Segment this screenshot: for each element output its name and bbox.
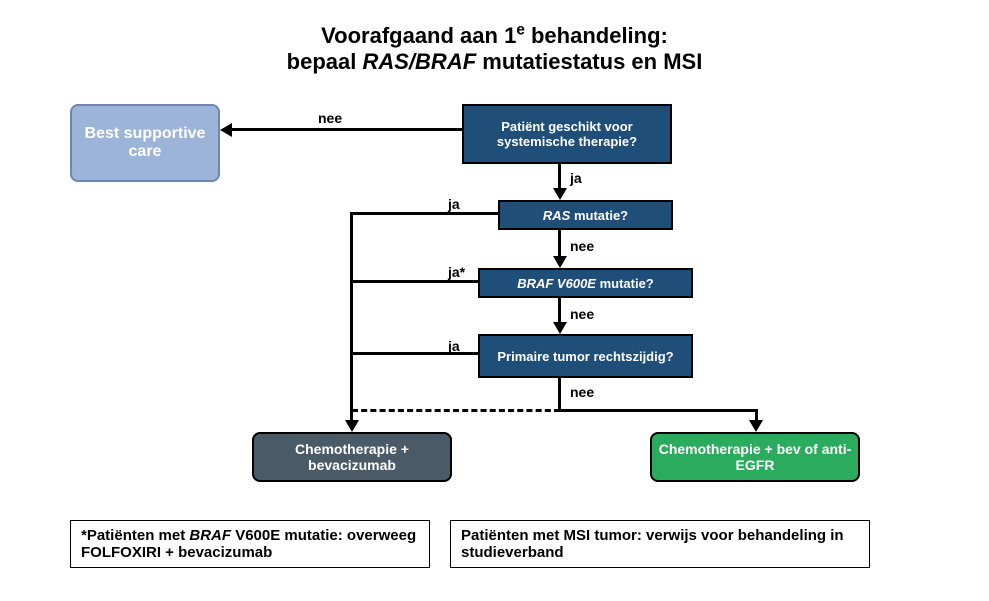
arrowhead-down-icon [553, 322, 567, 334]
label-ja-4: ja [448, 338, 460, 354]
node-out-chemo-bev-antiegfr: Chemotherapie + bev of anti-EGFR [650, 432, 860, 482]
title-line2: bepaal RAS/BRAF mutatiestatus en MSI [287, 49, 703, 74]
edge-q1-q2 [558, 164, 561, 190]
arrowhead-down-icon [553, 188, 567, 200]
arrowhead-down-icon [553, 256, 567, 268]
footnote-msi: Patiënten met MSI tumor: verwijs voor be… [450, 520, 870, 568]
node-q3-braf-mutation: BRAF V600E mutatie? [478, 268, 693, 298]
node-best-supportive-care: Best supportive care [70, 104, 220, 182]
node-out-chemo-bev: Chemotherapie + bevacizumab [252, 432, 452, 482]
node-q2-ras-mutation: RAS mutatie? [498, 200, 673, 230]
title-line1: Voorafgaand aan 1e behandeling: [321, 23, 668, 48]
node-q4-primary-tumor-right: Primaire tumor rechtszijdig? [478, 334, 693, 378]
arrowhead-down-icon [749, 420, 763, 432]
edge-bottom-right [558, 409, 758, 412]
label-ja-1: ja [570, 170, 582, 186]
label-nee-3: nee [570, 306, 594, 322]
edge-q3-q4 [558, 298, 561, 324]
arrowhead-left-icon [220, 123, 232, 137]
arrowhead-down-icon [345, 420, 359, 432]
chart-title: Voorafgaand aan 1e behandeling: bepaal R… [200, 22, 789, 75]
edge-left-vertical [350, 212, 353, 422]
edge-q1-bsc [232, 128, 462, 131]
label-ja-3: ja* [448, 264, 465, 280]
edge-q4-down [558, 378, 561, 412]
edge-dashed-q4-bev [352, 409, 560, 412]
edge-q2-q3 [558, 230, 561, 258]
flowchart-canvas: Voorafgaand aan 1e behandeling: bepaal R… [0, 0, 989, 601]
label-ja-2: ja [448, 196, 460, 212]
edge-q3-left [352, 280, 478, 283]
label-nee-4: nee [570, 384, 594, 400]
footnote-braf: *Patiënten met BRAF V600E mutatie: overw… [70, 520, 430, 568]
label-nee-1: nee [318, 110, 342, 126]
edge-q2-left [352, 212, 498, 215]
node-q1-systemic-therapy: Patiënt geschikt voor systemische therap… [462, 104, 672, 164]
label-nee-2: nee [570, 238, 594, 254]
